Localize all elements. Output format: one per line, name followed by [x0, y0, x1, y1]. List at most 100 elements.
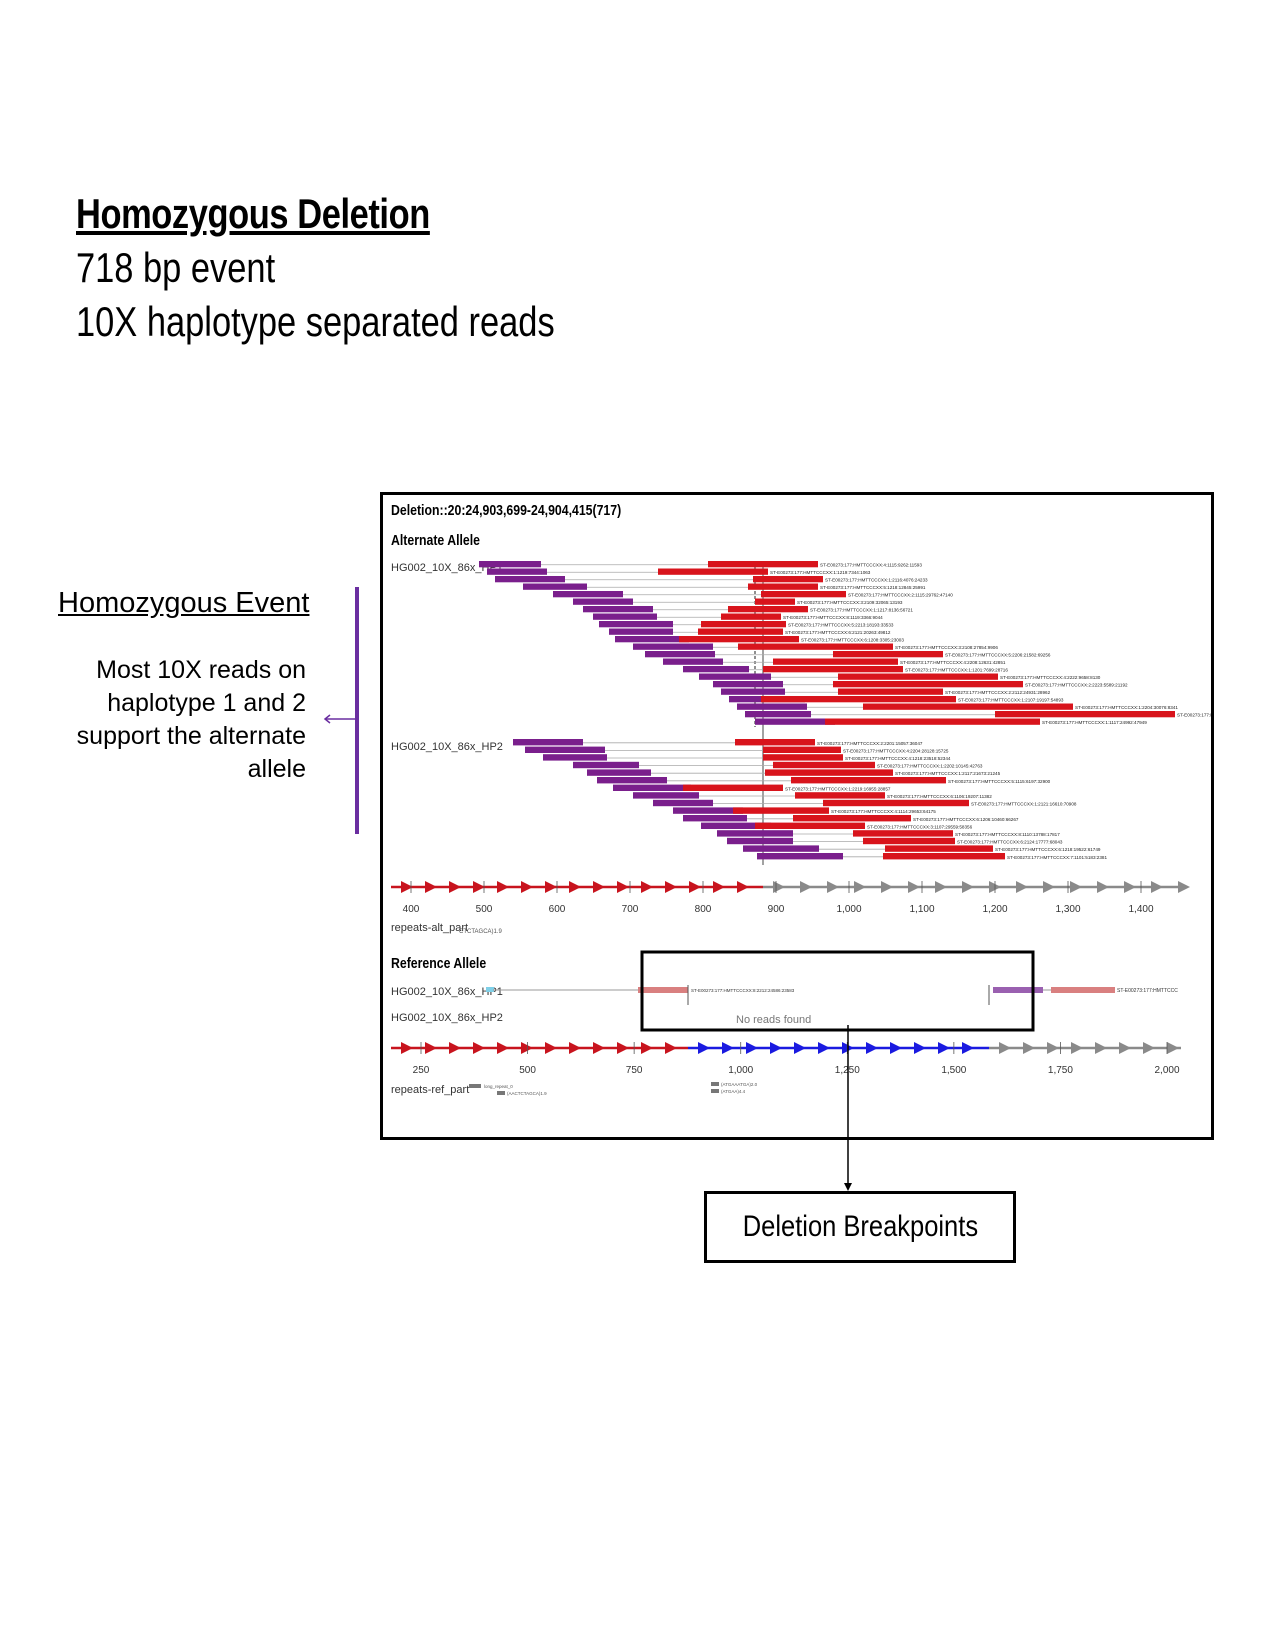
track-arrow — [854, 881, 866, 893]
alt-repeats-sub: CTCTAGCA)1.9 — [459, 929, 503, 935]
tick-label: 1,300 — [1055, 904, 1080, 915]
purple-segment — [663, 658, 723, 665]
track-arrow — [569, 881, 581, 893]
purple-segment — [701, 822, 771, 829]
track-arrow — [1124, 881, 1136, 893]
alt-allele-title: Alternate Allele — [391, 532, 480, 548]
read-name: ST-E00273:177:HMTTCCCXX:1:2116:4076:2423… — [825, 578, 928, 583]
track-arrow — [521, 881, 533, 893]
hp2-read-11: ST-E00273:177:HMTTCCCXX:6:1206:10460:662… — [683, 815, 1019, 822]
track-arrow — [866, 1042, 878, 1054]
ref-repeat-bar-1b — [497, 1091, 505, 1095]
track-arrow — [593, 1042, 605, 1054]
tick-label: 1,250 — [835, 1065, 860, 1076]
red-segment — [883, 853, 1005, 860]
hp1-read-16: ST-E00273:177:HMTTCCCXX:4:2222:9658:8130 — [699, 673, 1101, 680]
alt-coordinate-track — [391, 881, 1190, 893]
track-arrow — [818, 1042, 830, 1054]
red-segment — [728, 606, 808, 613]
red-segment — [765, 769, 893, 776]
hp1-reads: ST-E00273:177:HMTTCCCXX:4:1115:9262:1159… — [479, 561, 1211, 725]
track-arrow — [746, 1042, 758, 1054]
tick-label: 1,100 — [909, 904, 934, 915]
tick-label: 700 — [622, 904, 639, 915]
track-arrow — [938, 1042, 950, 1054]
track-arrow — [890, 1042, 902, 1054]
ref-repeats-label: repeats-ref_part — [391, 1084, 469, 1096]
track-arrow — [689, 881, 701, 893]
track-arrow — [1070, 881, 1082, 893]
ref-repeat-2a: (ATGAAATGA)2.0 — [721, 1082, 758, 1087]
event-description: Most 10X reads on haplotype 1 and 2 supp… — [76, 656, 306, 783]
track-arrow — [722, 1042, 734, 1054]
hp1-read-5: ST-E00273:177:HMTTCCCXX:2:1115:29762:471… — [553, 591, 953, 598]
alt-hp1-label: HG002_10X_86x_HP1 — [391, 562, 503, 574]
hp1-read-8: ST-E00273:177:HMTTCCCXX:8:1119:3366:9044 — [593, 613, 883, 620]
hp2-read-2: ST-E00273:177:HMTTCCCXX:4:2204:28128:157… — [525, 746, 949, 753]
read-name: ST-E00273:177:HMTTCCCXX:4:2204:28128:157… — [843, 748, 949, 753]
read-name: ST-E00273:177:HMTTCCCXX:8:1110:13788:178… — [955, 832, 1060, 837]
red-segment — [763, 666, 903, 673]
track-arrow — [665, 1042, 677, 1054]
read-name: ST-E00273:177:HMTTCCCXX:1:1201:7699:2871… — [905, 668, 1008, 673]
purple-segment — [513, 739, 583, 746]
tick-label: 1,000 — [728, 1065, 753, 1076]
purple-segment — [727, 837, 793, 845]
red-segment — [755, 822, 865, 829]
locus-title: Deletion::20:24,903,699-24,904,415(717) — [391, 502, 621, 518]
red-segment — [823, 799, 969, 807]
track-arrow — [773, 881, 785, 893]
page-title: Homozygous Deletion — [76, 190, 430, 237]
alt-repeats-label: repeats-alt_part — [391, 922, 468, 934]
red-segment — [853, 830, 953, 837]
red-segment — [698, 628, 783, 635]
red-segment — [755, 598, 795, 605]
alt-hp2-label: HG002_10X_86x_HP2 — [391, 741, 503, 753]
red-segment — [833, 681, 1023, 688]
purple-segment — [645, 651, 715, 658]
read-name: ST-E00273:177:HMTTCCCXX:1:2219:16955:288… — [785, 786, 891, 791]
track-arrow — [545, 881, 557, 893]
read-name: ST-E00273:177:HMTTCCCXX:5:1218:12845:259… — [820, 585, 926, 590]
hp1-read-17: ST-E00273:177:HMTTCCCXX:2:2223:5589:2119… — [713, 681, 1128, 688]
track-arrow — [1071, 1042, 1083, 1054]
hp2-read-16: ST-E00273:177:HMTTCCCXX:7:1101:5183:2381 — [757, 853, 1107, 860]
track-arrow — [842, 1042, 854, 1054]
track-arrow — [1016, 881, 1028, 893]
ref-read-b-purple — [993, 987, 1043, 993]
track-arrow — [521, 1042, 533, 1054]
read-name: ST-E00273:177:HMTTCCCXX:6:2124:17777:680… — [957, 840, 1063, 845]
purple-segment — [487, 568, 547, 575]
red-segment — [838, 673, 998, 680]
red-segment — [763, 746, 841, 753]
hp2-read-12: ST-E00273:177:HMTTCCCXX:3:1107:29559:583… — [701, 822, 973, 829]
track-arrow — [770, 1042, 782, 1054]
track-arrow — [962, 1042, 974, 1054]
no-reads-message: No reads found — [736, 1014, 811, 1026]
read-name: ST-E00273:177:HMTTCCCXX:1:1217:8136:5672… — [810, 608, 913, 613]
read-name: ST-E00273:177:HMTTCCCXX:5:2206:21582:692… — [945, 653, 1051, 658]
purple-segment — [717, 830, 793, 837]
ref-repeat-bar-1a — [469, 1084, 481, 1088]
purple-segment — [755, 718, 835, 725]
tick-label: 900 — [768, 904, 785, 915]
purple-segment — [683, 666, 749, 673]
purple-segment — [673, 807, 743, 814]
red-segment — [793, 815, 911, 822]
red-segment — [735, 739, 815, 746]
purple-segment — [653, 799, 713, 807]
hp2-read-10: ST-E00273:177:HMTTCCCXX:4:1114:29653:641… — [673, 807, 936, 814]
purple-segment — [609, 628, 673, 635]
read-name: ST-E00273:177:HMTTCCCXX:1:2117:21673:212… — [895, 771, 1001, 776]
track-arrow — [425, 1042, 437, 1054]
hp1-read-11: ST-E00273:177:HMTTCCCXX:6:1208:3305:2300… — [615, 636, 904, 643]
hp2-read-7: ST-E00273:177:HMTTCCCXX:1:2219:16955:288… — [613, 784, 891, 791]
track-arrow — [497, 1042, 509, 1054]
tick-label: 1,400 — [1128, 904, 1153, 915]
track-arrow — [1178, 881, 1190, 893]
track-arrow — [665, 881, 677, 893]
hp2-read-9: ST-E00273:177:HMTTCCCXX:1:2121:16610:709… — [653, 799, 1077, 807]
track-arrow — [1167, 1042, 1179, 1054]
event-size: 718 bp event — [76, 244, 276, 291]
hp2-read-4: ST-E00273:177:HMTTCCCXX:1:2202:10145:427… — [573, 761, 983, 769]
